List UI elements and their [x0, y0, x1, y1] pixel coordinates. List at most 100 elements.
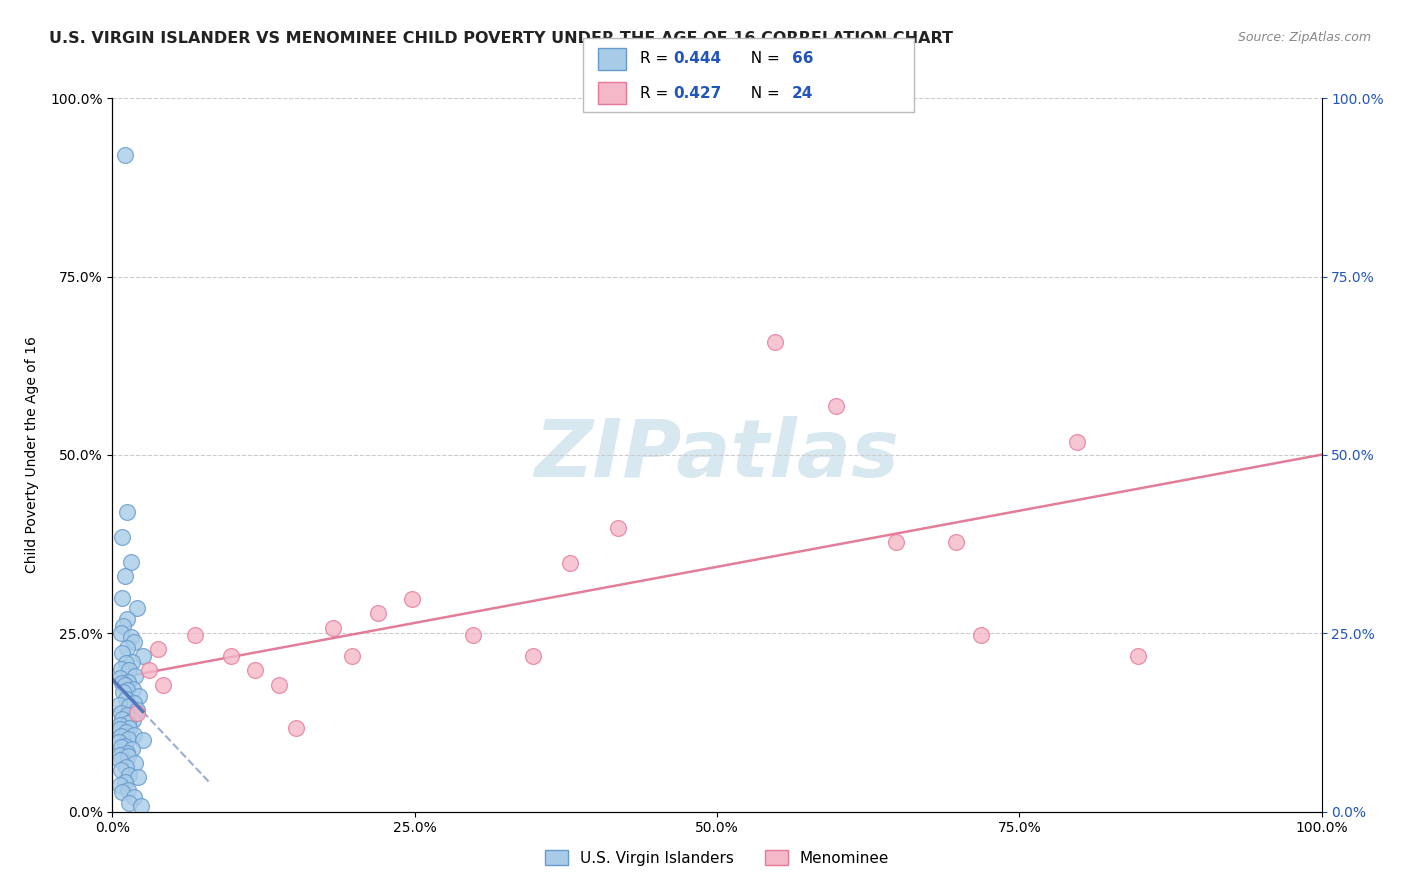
Text: R =: R = — [640, 86, 673, 101]
Point — [558, 557, 581, 571]
Text: 66: 66 — [792, 52, 813, 66]
Point — [117, 749, 139, 764]
Point — [461, 628, 484, 642]
Text: N =: N = — [741, 52, 785, 66]
Point — [111, 676, 134, 690]
Text: R =: R = — [640, 52, 673, 66]
Point — [110, 729, 132, 743]
Point — [367, 607, 389, 621]
Point — [108, 747, 131, 762]
Point — [110, 662, 132, 676]
Point — [115, 746, 138, 760]
Point — [114, 569, 136, 583]
Point — [132, 649, 155, 664]
Point — [118, 664, 141, 678]
Point — [111, 785, 134, 799]
Point — [108, 671, 131, 685]
Point — [120, 630, 142, 644]
Point — [108, 778, 131, 792]
Point — [110, 740, 132, 755]
Point — [117, 715, 139, 730]
Point — [114, 148, 136, 162]
Point — [122, 635, 145, 649]
Point — [152, 678, 174, 692]
Text: 0.444: 0.444 — [673, 52, 721, 66]
Point — [322, 621, 344, 635]
Point — [269, 678, 291, 692]
Point — [115, 708, 138, 723]
Point — [122, 696, 145, 710]
Point — [183, 628, 205, 642]
Point — [117, 783, 139, 797]
Point — [114, 739, 136, 753]
Point — [108, 717, 131, 731]
Point — [117, 731, 139, 746]
Point — [121, 742, 143, 756]
Point — [107, 735, 129, 749]
Point — [763, 335, 786, 350]
Text: Source: ZipAtlas.com: Source: ZipAtlas.com — [1237, 31, 1371, 45]
Point — [115, 640, 138, 655]
Point — [111, 530, 134, 544]
Point — [110, 706, 132, 721]
Point — [1126, 649, 1149, 664]
Point — [108, 753, 131, 767]
Point — [115, 683, 138, 698]
Point — [118, 721, 141, 735]
Point — [522, 649, 544, 664]
Point — [118, 699, 141, 714]
Point — [117, 674, 139, 689]
Point — [110, 626, 132, 640]
Point — [285, 721, 308, 735]
Text: U.S. VIRGIN ISLANDER VS MENOMINEE CHILD POVERTY UNDER THE AGE OF 16 CORRELATION : U.S. VIRGIN ISLANDER VS MENOMINEE CHILD … — [49, 31, 953, 46]
Point — [118, 767, 141, 781]
Point — [112, 619, 135, 633]
Point — [114, 774, 136, 789]
Point — [219, 649, 242, 664]
Point — [118, 796, 141, 810]
Text: ZIPatlas: ZIPatlas — [534, 416, 900, 494]
Point — [114, 692, 136, 706]
Point — [243, 664, 266, 678]
Point — [120, 555, 142, 569]
Point — [824, 400, 846, 414]
Point — [111, 712, 134, 726]
Point — [115, 612, 138, 626]
Point — [945, 535, 967, 549]
Point — [114, 678, 136, 692]
Point — [125, 601, 148, 615]
Point — [124, 669, 146, 683]
Point — [111, 646, 134, 660]
Point — [131, 799, 153, 814]
Point — [122, 728, 145, 742]
Point — [114, 657, 136, 671]
Point — [110, 764, 132, 778]
Y-axis label: Child Poverty Under the Age of 16: Child Poverty Under the Age of 16 — [25, 336, 39, 574]
Point — [1066, 435, 1088, 450]
Point — [122, 790, 145, 805]
Point — [114, 724, 136, 739]
Point — [132, 733, 155, 747]
Text: 24: 24 — [792, 86, 813, 101]
Point — [127, 771, 149, 785]
Point — [114, 760, 136, 774]
Point — [122, 714, 145, 728]
Legend: U.S. Virgin Islanders, Menominee: U.S. Virgin Islanders, Menominee — [538, 844, 896, 871]
Point — [115, 505, 138, 519]
Point — [401, 592, 423, 607]
Point — [111, 591, 134, 605]
Text: 0.427: 0.427 — [673, 86, 721, 101]
Point — [128, 689, 150, 703]
Point — [138, 664, 160, 678]
Point — [606, 521, 628, 535]
Point — [969, 628, 991, 642]
Point — [108, 722, 131, 736]
Point — [125, 706, 148, 721]
Text: N =: N = — [741, 86, 785, 101]
Point — [107, 698, 129, 712]
Point — [112, 685, 135, 699]
Point — [340, 649, 363, 664]
Point — [124, 756, 146, 771]
Point — [148, 642, 170, 657]
Point — [122, 681, 145, 696]
